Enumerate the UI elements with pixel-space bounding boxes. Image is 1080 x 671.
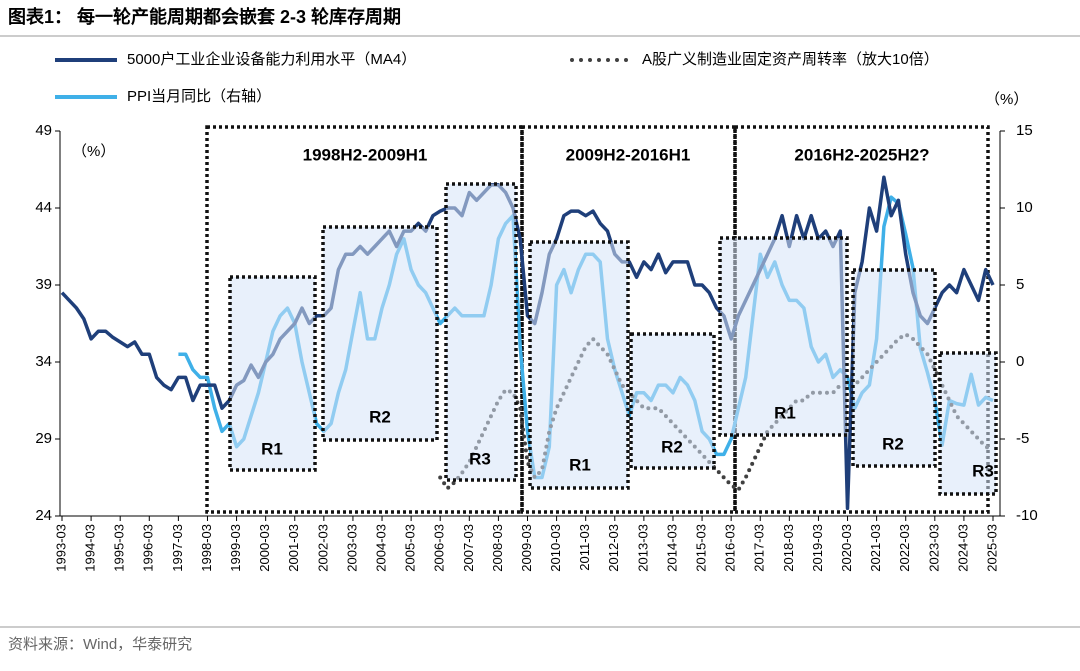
y-tick-label: 44 bbox=[35, 199, 52, 216]
x-tick-label: 2024-03 bbox=[955, 524, 970, 572]
x-tick-label: 2012-03 bbox=[606, 524, 621, 572]
x-tick-label: 2009-03 bbox=[519, 524, 534, 572]
x-tick-label: 2023-03 bbox=[926, 524, 941, 572]
x-tick-label: 2019-03 bbox=[810, 524, 825, 572]
inventory-label: R3 bbox=[972, 461, 994, 480]
x-tick-label: 2011-03 bbox=[577, 524, 592, 571]
inventory-label: R1 bbox=[569, 455, 591, 474]
x-tick-label: 2018-03 bbox=[781, 524, 796, 572]
inventory-box bbox=[228, 275, 317, 472]
y-tick-label: 34 bbox=[35, 353, 52, 370]
x-tick-label: 2002-03 bbox=[315, 524, 330, 572]
x-tick-label: 2016-03 bbox=[723, 524, 738, 572]
inventory-box bbox=[444, 182, 518, 482]
x-tick-label: 2010-03 bbox=[548, 524, 563, 572]
x-tick-label: 2013-03 bbox=[635, 524, 650, 572]
chart-title: 图表1： 每一轮产能周期都会嵌套 2-3 轮库存周期 bbox=[8, 6, 401, 27]
x-tick-label: 1999-03 bbox=[228, 524, 243, 572]
x-tick-label: 2003-03 bbox=[344, 524, 359, 572]
x-tick-label: 2006-03 bbox=[432, 524, 447, 572]
legend-label: PPI当月同比（右轴） bbox=[127, 88, 271, 105]
inventory-label: R1 bbox=[774, 403, 796, 422]
inventory-box bbox=[528, 240, 630, 490]
x-tick-label: 2015-03 bbox=[694, 524, 709, 572]
x-tick-label: 1995-03 bbox=[112, 524, 127, 572]
x-tick-label: 1993-03 bbox=[53, 524, 68, 572]
inventory-box bbox=[321, 225, 439, 442]
inventory-label: R1 bbox=[261, 439, 283, 458]
y2-tick-label: 10 bbox=[1016, 199, 1033, 216]
series-line bbox=[60, 175, 995, 511]
inventory-box bbox=[718, 236, 849, 437]
x-tick-label: 2000-03 bbox=[257, 524, 272, 572]
cycle-label: 1998H2-2009H1 bbox=[303, 145, 428, 164]
x-tick-label: 1996-03 bbox=[141, 524, 156, 572]
inventory-label: R3 bbox=[469, 449, 491, 468]
legend-label: A股广义制造业固定资产周转率（放大10倍） bbox=[642, 51, 939, 68]
cycle-box bbox=[205, 125, 524, 514]
inventory-label: R2 bbox=[369, 407, 391, 426]
x-tick-label: 1997-03 bbox=[170, 524, 185, 572]
x-tick-label: 2001-03 bbox=[286, 524, 301, 572]
y-tick-label: 39 bbox=[35, 276, 52, 293]
y2-tick-label: -5 bbox=[1016, 430, 1029, 447]
x-tick-label: 2017-03 bbox=[752, 524, 767, 572]
y-unit: （%） bbox=[72, 143, 115, 160]
y2-tick-label: 5 bbox=[1016, 276, 1024, 293]
inventory-box bbox=[851, 268, 937, 468]
cycle-box bbox=[520, 125, 737, 514]
cycle-label: 2016H2-2025H2? bbox=[794, 145, 929, 164]
inventory-box bbox=[938, 351, 998, 496]
x-tick-label: 2022-03 bbox=[897, 524, 912, 572]
y-tick-label: 49 bbox=[35, 122, 52, 139]
cycle-label: 2009H2-2016H1 bbox=[566, 145, 691, 164]
y2-tick-label: -10 bbox=[1016, 507, 1038, 524]
cycle-box bbox=[733, 125, 990, 514]
legend-label: 5000户工业企业设备能力利用水平（MA4） bbox=[127, 50, 416, 68]
source: 资料来源：Wind，华泰研究 bbox=[8, 636, 192, 653]
x-tick-label: 2008-03 bbox=[490, 524, 505, 572]
x-tick-label: 1994-03 bbox=[83, 524, 98, 572]
x-tick-label: 2014-03 bbox=[664, 524, 679, 572]
x-tick-label: 1998-03 bbox=[199, 524, 214, 572]
inventory-box bbox=[629, 332, 716, 470]
inventory-label: R2 bbox=[882, 434, 904, 453]
x-tick-label: 2005-03 bbox=[403, 524, 418, 572]
y-tick-label: 29 bbox=[35, 430, 52, 447]
y2-tick-label: 0 bbox=[1016, 353, 1024, 370]
x-tick-label: 2020-03 bbox=[839, 524, 854, 572]
y-tick-label: 24 bbox=[35, 507, 52, 524]
x-tick-label: 2021-03 bbox=[868, 524, 883, 572]
y2-unit: （%） bbox=[985, 91, 1028, 108]
x-tick-label: 2025-03 bbox=[984, 524, 999, 572]
x-tick-label: 2007-03 bbox=[461, 524, 476, 572]
y2-tick-label: 15 bbox=[1016, 122, 1033, 139]
inventory-label: R2 bbox=[661, 437, 683, 456]
x-tick-label: 2004-03 bbox=[373, 524, 388, 572]
